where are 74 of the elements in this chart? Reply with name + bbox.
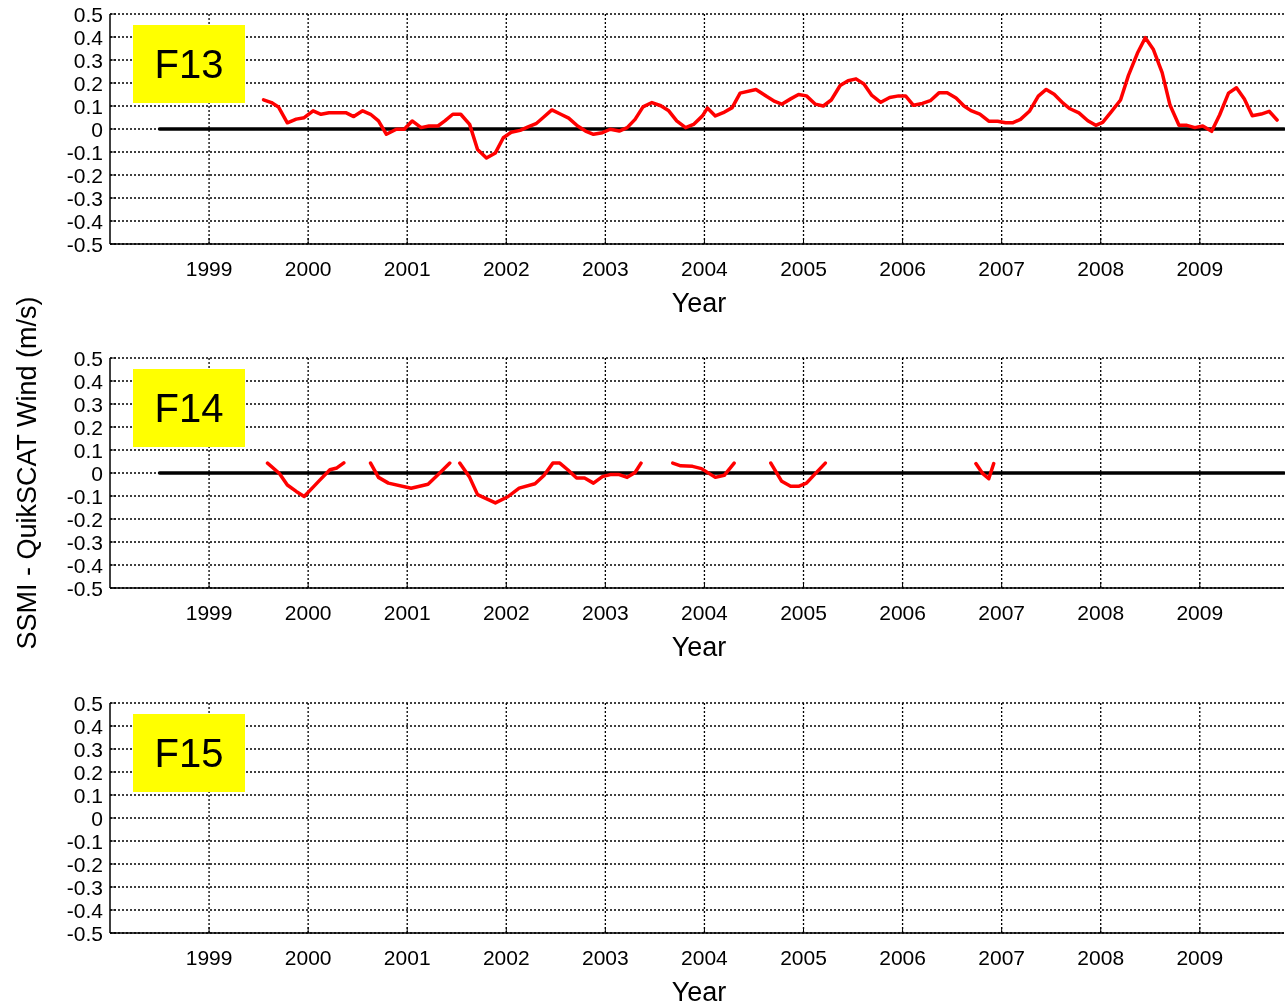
x-tick-label: 2001: [383, 601, 431, 624]
x-tick-label: 2009: [1176, 257, 1224, 280]
y-tick-label: -0.5: [66, 921, 103, 945]
y-tick-label: -0.2: [66, 852, 103, 876]
x-tick-label: 2007: [978, 946, 1026, 969]
x-tick-label: 2001: [383, 946, 431, 969]
x-axis-title: Year: [671, 288, 727, 318]
y-tick-label: 0.2: [73, 415, 103, 439]
y-tick-label: 0.5: [73, 2, 103, 26]
x-tick-label: 2002: [482, 946, 530, 969]
x-tick-label: 2004: [681, 601, 729, 624]
y-tick-label: 0.1: [73, 783, 103, 807]
x-tick-label: 2002: [482, 257, 530, 280]
y-tick-label: 0.5: [73, 691, 103, 715]
x-tick-label: 2000: [284, 257, 332, 280]
x-tick-label: 1999: [185, 946, 233, 969]
x-tick-label: 2008: [1077, 601, 1125, 624]
x-tick-label: 2005: [780, 946, 827, 969]
x-tick-label: 2007: [978, 257, 1026, 280]
y-tick-label: -0.3: [66, 875, 103, 899]
y-tick-label: -0.3: [66, 530, 103, 554]
y-tick-label: 0.4: [73, 25, 104, 49]
annotation: F15: [154, 731, 224, 776]
y-tick-label: -0.5: [66, 576, 103, 600]
y-tick-label: -0.1: [66, 484, 103, 508]
y-tick-label: 0.5: [73, 346, 103, 370]
x-tick-label: 2003: [582, 257, 629, 280]
x-tick-label: 2004: [681, 946, 729, 969]
y-tick-label: -0.4: [66, 209, 104, 233]
y-tick-label: -0.4: [66, 553, 104, 577]
x-axis-title: Year: [671, 977, 727, 1006]
y-tick-label: -0.1: [66, 829, 103, 853]
y-tick-label: -0.4: [66, 898, 104, 922]
x-tick-label: 2005: [780, 601, 827, 624]
x-tick-label: 2004: [681, 257, 729, 280]
x-tick-label: 2000: [284, 946, 332, 969]
y-axis-title: SSMI - QuikSCAT Wind (m/s): [12, 296, 42, 650]
x-tick-label: 2002: [482, 601, 530, 624]
annotation: F13: [154, 42, 224, 87]
x-tick-label: 2009: [1176, 946, 1224, 969]
y-tick-label: -0.2: [66, 163, 103, 187]
annotation: F14: [154, 386, 224, 431]
y-tick-label: -0.3: [66, 186, 103, 210]
x-tick-label: 2001: [383, 257, 431, 280]
y-tick-label: 0.2: [73, 71, 103, 95]
x-tick-label: 1999: [185, 601, 233, 624]
x-tick-label: 2007: [978, 601, 1026, 624]
y-tick-label: 0.1: [73, 94, 103, 118]
line-series: [261, 35, 1279, 160]
y-tick-label: 0.3: [73, 392, 103, 416]
x-tick-label: 2005: [780, 257, 827, 280]
y-tick-label: 0.2: [73, 760, 103, 784]
x-axis-title: Year: [671, 632, 727, 662]
y-tick-label: 0: [91, 117, 103, 141]
x-tick-label: 2003: [582, 946, 629, 969]
x-tick-label: 2008: [1077, 946, 1125, 969]
x-tick-label: 2009: [1176, 601, 1224, 624]
x-tick-label: 2006: [879, 257, 926, 280]
y-tick-label: -0.5: [66, 232, 103, 256]
x-tick-label: 2000: [284, 601, 332, 624]
y-tick-label: 0.1: [73, 438, 103, 462]
y-tick-label: 0.4: [73, 714, 104, 738]
y-tick-label: -0.2: [66, 507, 103, 531]
y-tick-label: 0: [91, 806, 103, 830]
y-tick-label: 0.3: [73, 737, 103, 761]
y-tick-label: 0.3: [73, 48, 103, 72]
x-tick-label: 1999: [185, 257, 233, 280]
x-tick-label: 2006: [879, 946, 926, 969]
x-tick-label: 2006: [879, 601, 926, 624]
y-tick-label: -0.1: [66, 140, 103, 164]
y-tick-label: 0: [91, 461, 103, 485]
y-tick-label: 0.4: [73, 369, 104, 393]
x-tick-label: 2008: [1077, 257, 1125, 280]
x-tick-label: 2003: [582, 601, 629, 624]
